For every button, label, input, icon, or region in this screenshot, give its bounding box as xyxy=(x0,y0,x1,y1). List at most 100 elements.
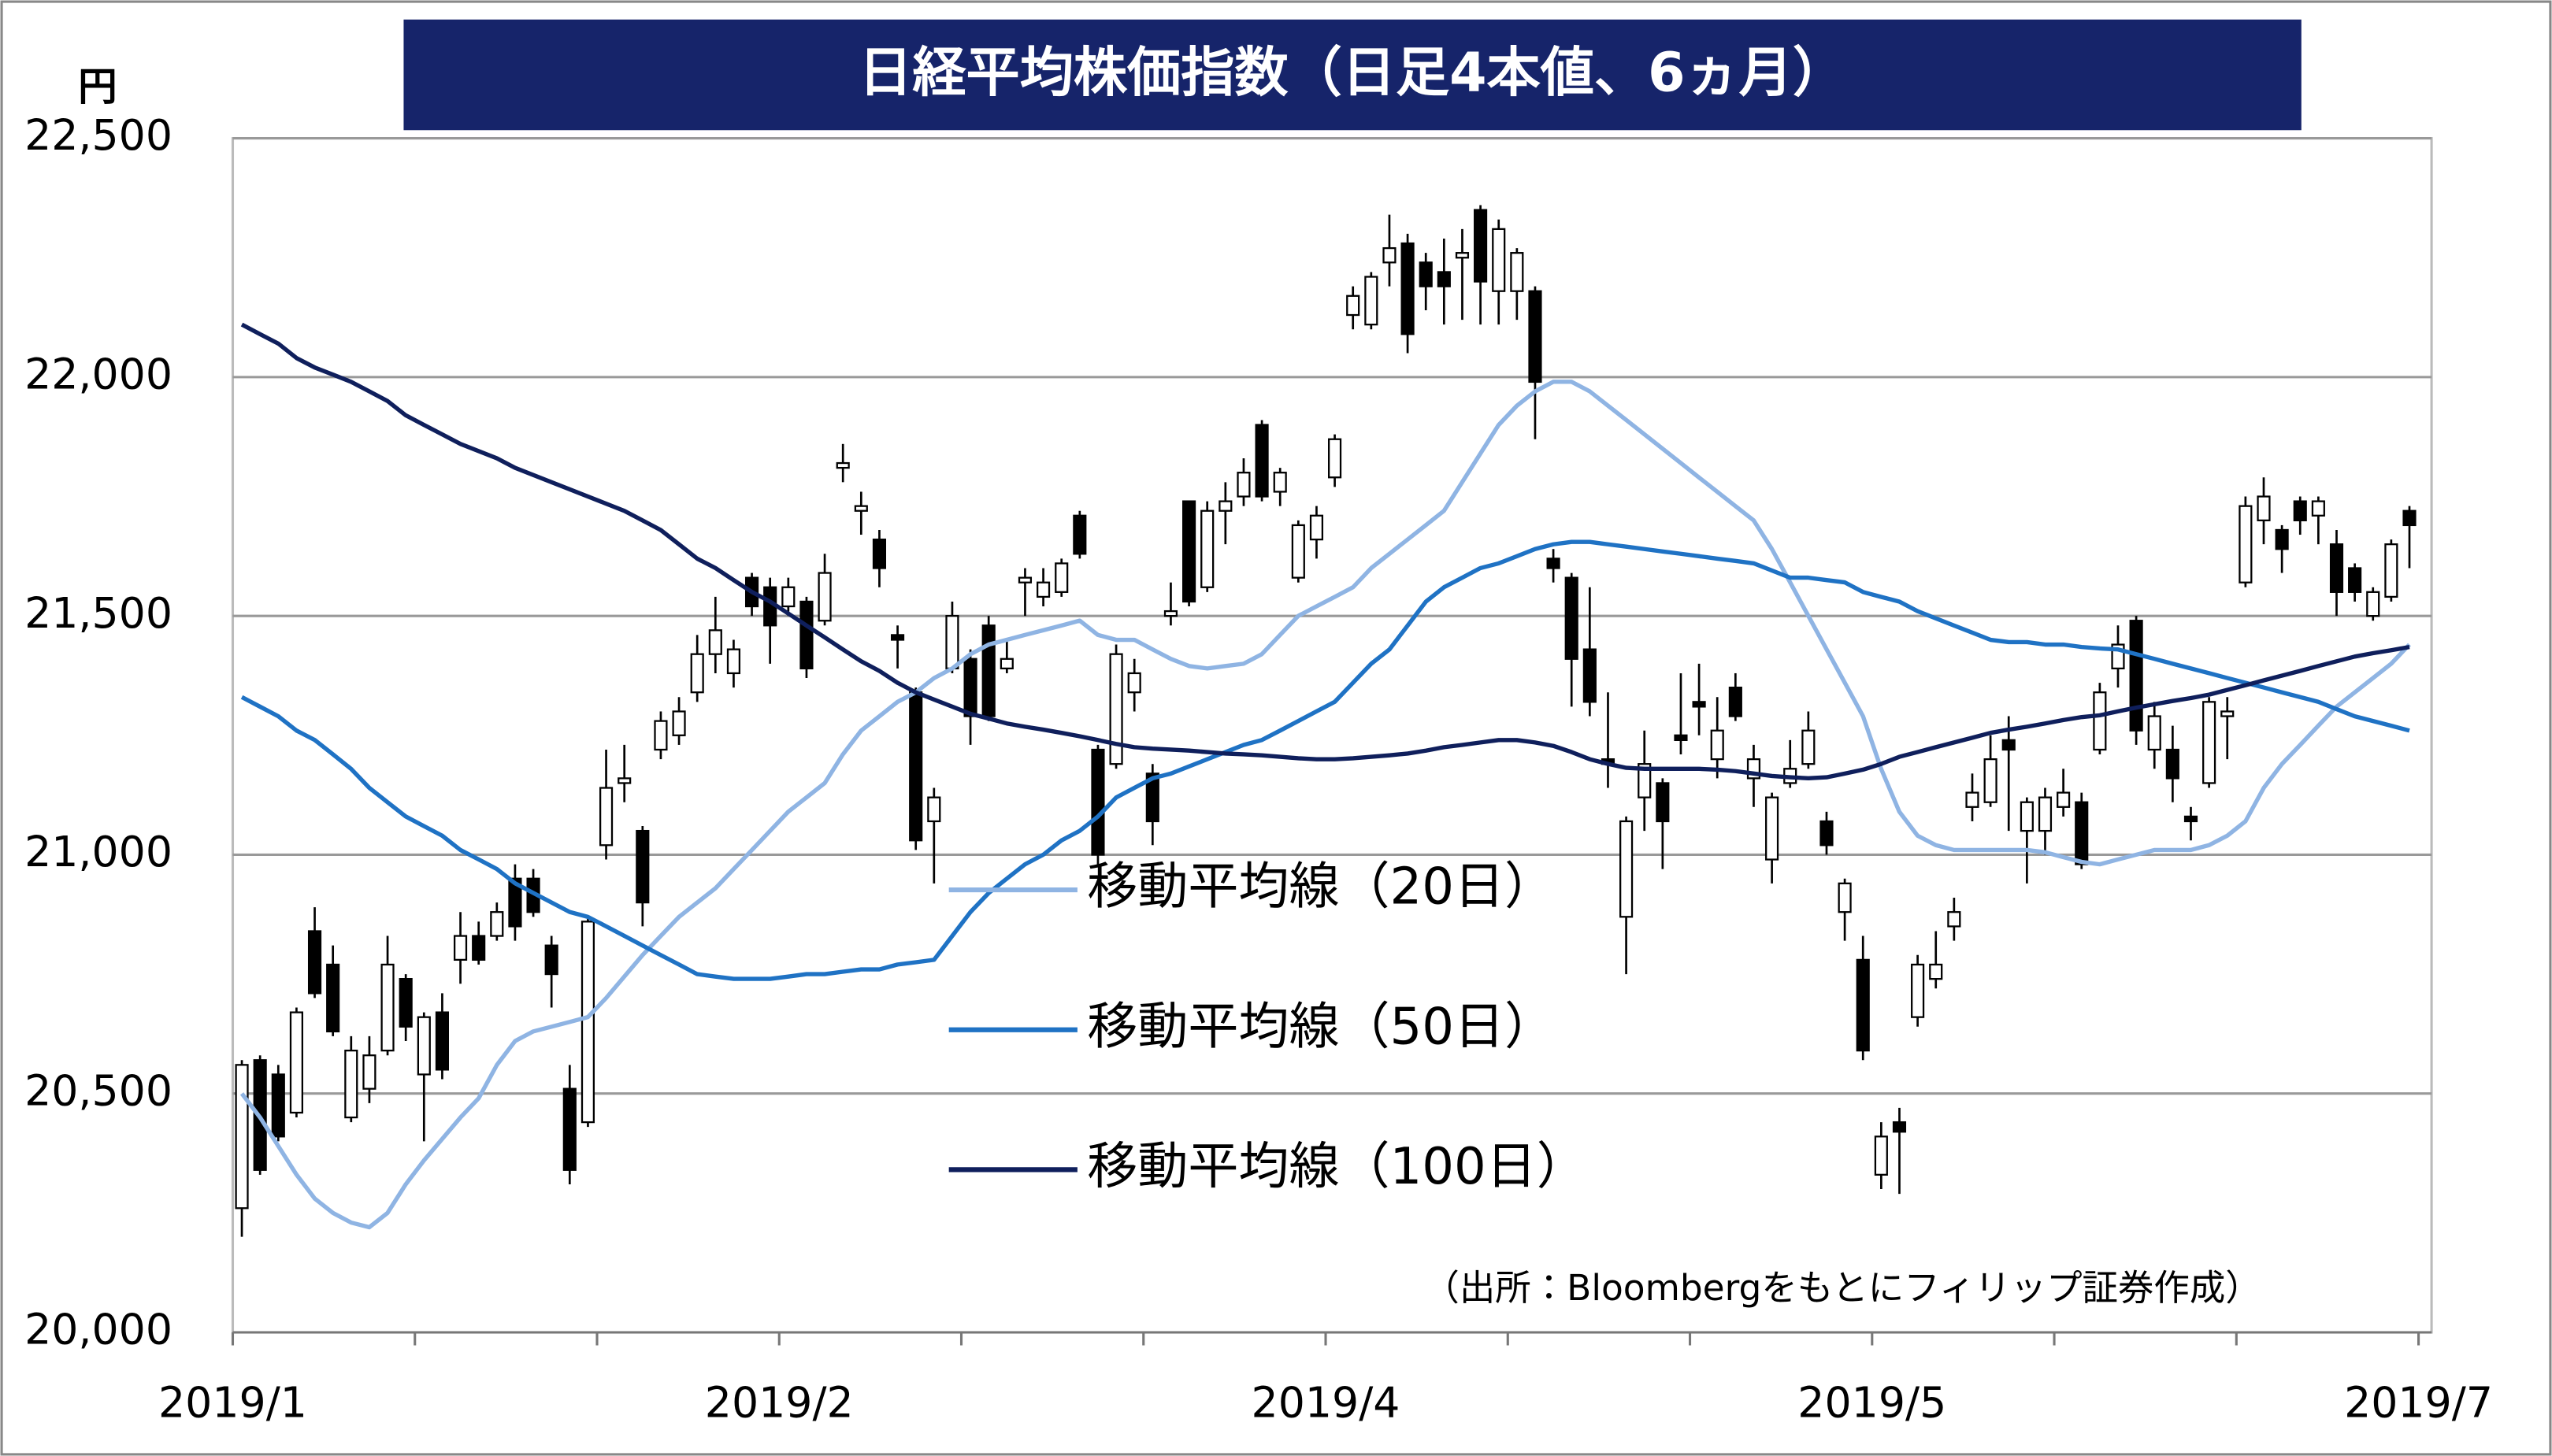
candle-body xyxy=(1237,472,1251,498)
candle-body xyxy=(289,1011,303,1114)
candle-body xyxy=(1364,276,1378,326)
x-tick-label: 2019/4 xyxy=(1252,1378,1400,1428)
candle-body xyxy=(2147,715,2161,751)
candle-body xyxy=(344,1049,358,1119)
candle-body xyxy=(362,1054,376,1090)
candle-body xyxy=(1474,209,1488,283)
candle-body xyxy=(690,653,704,694)
candle-body xyxy=(2075,801,2089,865)
candle-body xyxy=(435,1011,450,1071)
candle-body xyxy=(562,1087,577,1171)
candle-body xyxy=(2257,495,2271,521)
candle-body xyxy=(1728,687,1742,717)
candle-body xyxy=(1528,290,1542,383)
candle-body xyxy=(1929,963,1943,980)
candle-body xyxy=(654,720,668,751)
title-banner xyxy=(403,19,2302,131)
candle-body xyxy=(508,877,522,928)
candle-body xyxy=(981,624,996,717)
candle-body xyxy=(872,538,887,569)
candle-body xyxy=(326,963,340,1032)
chart-title: 日経平均株価指数（日足4本値、6ヵ月） xyxy=(859,43,1846,105)
x-tick-label: 2019/1 xyxy=(158,1378,307,1428)
candle-body xyxy=(1037,581,1051,598)
y-tick-label: 22,500 xyxy=(24,110,172,160)
candle-body xyxy=(2239,505,2253,584)
candle-body xyxy=(1255,424,1269,498)
candle-body xyxy=(890,634,905,641)
candle-body xyxy=(1564,576,1578,660)
moving-average-line xyxy=(240,539,2410,981)
candle-body xyxy=(1055,562,1069,593)
candle-body xyxy=(1382,246,1397,264)
candle-body xyxy=(1911,963,1925,1018)
candle-body xyxy=(963,658,977,717)
candle-body xyxy=(2402,509,2417,527)
candle-body xyxy=(2293,500,2307,521)
candle-body xyxy=(271,1073,285,1138)
candle-body xyxy=(380,963,395,1052)
candle-body xyxy=(1219,500,1233,512)
candle-body xyxy=(1510,252,1524,292)
candle-body xyxy=(1200,509,1215,588)
candle-body xyxy=(1455,252,1470,259)
y-tick-label: 21,000 xyxy=(24,827,172,876)
candle-body xyxy=(1656,782,1670,823)
candle-body xyxy=(1692,701,1706,708)
y-tick-label: 20,000 xyxy=(24,1305,172,1354)
candle-body xyxy=(1309,514,1324,541)
candle-body xyxy=(2020,801,2034,832)
y-tick-label: 21,500 xyxy=(24,588,172,638)
candle-body xyxy=(799,600,814,670)
candle-body xyxy=(1765,796,1779,861)
candle-body xyxy=(417,1016,431,1076)
candle-body xyxy=(1328,438,1342,479)
candle-body xyxy=(1874,1136,1888,1176)
candle-body xyxy=(399,978,413,1028)
candle-body xyxy=(2129,620,2143,732)
candle-body xyxy=(2057,791,2071,808)
y-tick-label: 22,000 xyxy=(24,350,172,399)
x-tick-label: 2019/7 xyxy=(2344,1378,2493,1428)
candle-body xyxy=(1819,820,1834,847)
candle-body xyxy=(453,935,468,961)
candle-body xyxy=(2038,796,2053,832)
candle-body xyxy=(1710,729,1724,761)
candle-body xyxy=(1091,748,1105,856)
candle-body xyxy=(1546,558,1560,569)
candle-body xyxy=(2093,691,2107,751)
candle-body xyxy=(1000,658,1014,670)
legend-label: 移動平均線（20日） xyxy=(1087,858,1555,917)
candle-body xyxy=(708,629,722,655)
candle-body xyxy=(781,586,796,608)
candle-body xyxy=(1582,648,1597,703)
candle-body xyxy=(1619,820,1634,918)
candle-body xyxy=(636,829,650,904)
candle-body xyxy=(1073,514,1087,555)
candle-body xyxy=(581,921,595,1124)
x-tick-label: 2019/2 xyxy=(705,1378,854,1428)
candle-body xyxy=(945,615,959,670)
candle-body xyxy=(307,930,322,995)
candle-body xyxy=(1674,734,1688,741)
moving-average-line xyxy=(239,380,2411,1230)
candle-body xyxy=(2384,543,2398,598)
candle-body xyxy=(599,787,614,847)
candle-body xyxy=(672,710,686,736)
y-unit: 円 xyxy=(78,64,117,109)
candle-body xyxy=(1947,911,1961,928)
candle-body xyxy=(490,911,504,937)
candle-body xyxy=(1437,271,1451,287)
candle-body xyxy=(1838,882,1852,913)
candle-body xyxy=(544,944,558,976)
candle-body xyxy=(1419,261,1433,287)
candle-body xyxy=(1109,653,1123,765)
candle-body xyxy=(2329,543,2344,593)
candle-body xyxy=(836,461,850,469)
candle-body xyxy=(1400,242,1415,335)
source-note: （出所：Bloombergをもとにフィリップ証券作成） xyxy=(1423,1267,2261,1309)
candle-body xyxy=(1145,772,1159,823)
